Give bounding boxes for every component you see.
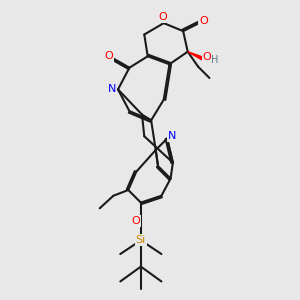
Text: N: N bbox=[168, 131, 176, 141]
Polygon shape bbox=[188, 52, 203, 60]
Text: O: O bbox=[203, 52, 212, 62]
Text: O: O bbox=[200, 16, 208, 26]
Text: H: H bbox=[212, 55, 219, 65]
Text: O: O bbox=[158, 12, 167, 22]
Text: Si: Si bbox=[136, 235, 146, 245]
Text: N: N bbox=[108, 84, 116, 94]
Text: O: O bbox=[104, 51, 113, 61]
Text: O: O bbox=[131, 216, 140, 226]
